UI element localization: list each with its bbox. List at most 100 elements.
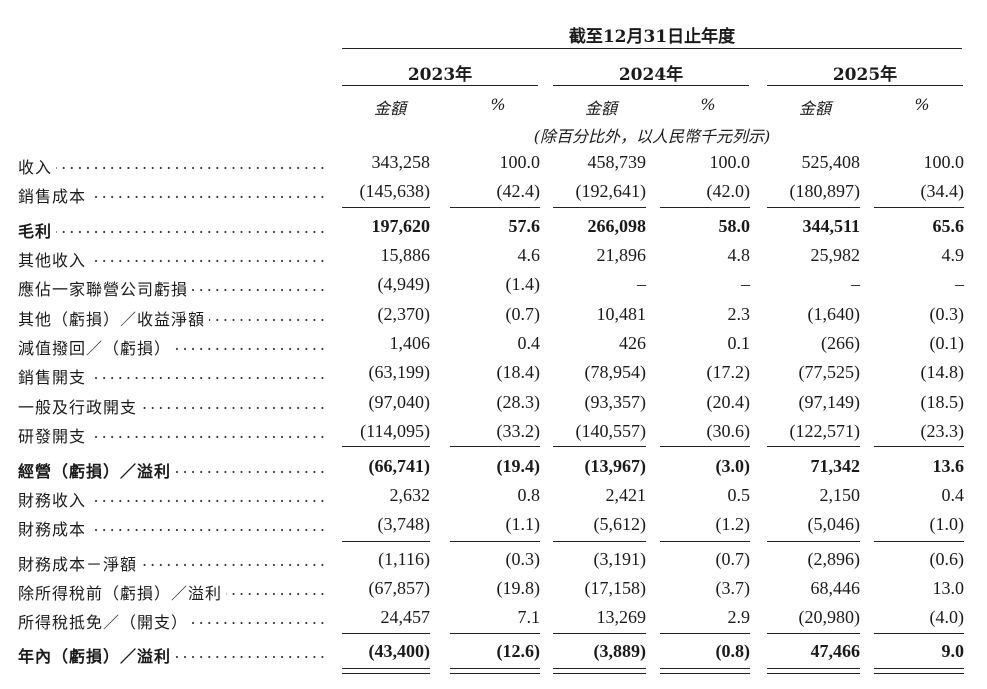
row-value: 4.9 <box>941 245 965 265</box>
row-value: (30.6) <box>706 421 751 441</box>
subtotal-rule <box>553 541 646 542</box>
row-label: 財務成本－淨額 <box>18 551 142 575</box>
row-value: 100.0 <box>709 152 751 172</box>
subtotal-rule <box>660 446 750 447</box>
row-value: (13,967) <box>584 456 647 476</box>
row-value: (4.0) <box>929 607 965 627</box>
row-value: (67,857) <box>368 578 431 598</box>
leader-dots: ........................................… <box>18 154 328 173</box>
row-value: 0.5 <box>727 485 751 505</box>
pct-label-2025: % <box>914 95 930 114</box>
subtotal-rule <box>660 633 750 634</box>
row-label: 財務成本 <box>18 516 91 540</box>
row-value: (5,046) <box>807 514 861 534</box>
year-header-2025: 2025年 <box>832 65 898 85</box>
row-value: 2.9 <box>727 607 751 627</box>
row-value: (19.8) <box>496 578 541 598</box>
row-value: (192,641) <box>575 181 647 201</box>
subtotal-rule <box>874 633 964 634</box>
row-value: (3.0) <box>715 456 751 476</box>
row-value: (93,357) <box>584 392 647 412</box>
year-header-2023: 2023年 <box>407 65 473 85</box>
subtotal-rule <box>660 207 750 208</box>
row-value: (3.7) <box>715 578 751 598</box>
pct-label-2024: % <box>700 95 716 114</box>
row-value: 10,481 <box>596 304 647 324</box>
row-value: (1.0) <box>929 514 965 534</box>
row-value: (97,149) <box>798 392 861 412</box>
row-value: (180,897) <box>789 181 861 201</box>
total-double-rule <box>660 668 750 674</box>
row-value: (78,954) <box>584 362 647 382</box>
row-value: 2,150 <box>819 485 861 505</box>
row-label: 銷售開支 <box>18 364 91 388</box>
row-value: 13.6 <box>932 456 965 476</box>
row-value: 458,739 <box>587 152 647 172</box>
header-rule <box>342 48 962 49</box>
row-value: (43,400) <box>368 641 431 661</box>
row-value: 266,098 <box>587 216 647 236</box>
row-value: 13.0 <box>932 578 965 598</box>
row-value: (33.2) <box>496 421 541 441</box>
row-value: (5,612) <box>593 514 647 534</box>
row-label: 經營（虧損）／溢利 <box>18 458 176 482</box>
subtotal-rule <box>342 207 430 208</box>
row-value: (63,199) <box>368 362 431 382</box>
row-value: 197,620 <box>371 216 431 236</box>
row-label: 財務收入 <box>18 487 91 511</box>
row-label: 毛利 <box>18 218 57 242</box>
subtotal-rule <box>767 633 860 634</box>
subtotal-rule <box>874 207 964 208</box>
row-value: (20.4) <box>706 392 751 412</box>
row-value: 2,632 <box>389 485 431 505</box>
leader-dots: ........................................… <box>18 364 328 383</box>
subtotal-rule <box>553 633 646 634</box>
subtotal-rule <box>450 633 540 634</box>
row-value: (3,889) <box>593 641 647 661</box>
row-value: 24,457 <box>380 607 431 627</box>
subtotal-rule <box>874 446 964 447</box>
row-value: 58.0 <box>718 216 751 236</box>
row-value: 71,342 <box>810 456 861 476</box>
pct-label-2023: % <box>490 95 506 114</box>
row-value: (122,571) <box>789 421 861 441</box>
row-label: 研發開支 <box>18 423 91 447</box>
year-rule-2025 <box>767 85 963 86</box>
row-value: (3,748) <box>377 514 431 534</box>
row-value: (0.7) <box>505 304 541 324</box>
row-value: (1.4) <box>505 274 541 294</box>
row-value: 57.6 <box>508 216 541 236</box>
row-value: (18.5) <box>920 392 965 412</box>
row-value: (28.3) <box>496 392 541 412</box>
subtotal-rule <box>767 541 860 542</box>
leader-dots: ........................................… <box>18 516 328 535</box>
row-value: (0.8) <box>715 641 751 661</box>
row-value: (0.1) <box>929 333 965 353</box>
row-value: (14.8) <box>920 362 965 382</box>
row-value: 2,421 <box>605 485 647 505</box>
row-value: 2.3 <box>727 304 751 324</box>
row-value: 9.0 <box>941 641 965 661</box>
row-value: – <box>851 274 860 294</box>
subtotal-rule <box>450 446 540 447</box>
row-value: (34.4) <box>920 181 965 201</box>
row-value: (2,370) <box>377 304 431 324</box>
subtotal-rule <box>660 541 750 542</box>
subtotal-rule <box>767 446 860 447</box>
leader-dots: ........................................… <box>18 218 328 237</box>
row-value: (17.2) <box>706 362 751 382</box>
row-value: 0.1 <box>727 333 751 353</box>
period-header: 截至12月31日止年度 <box>568 27 736 47</box>
amount-label-2024: 金額 <box>584 99 617 118</box>
row-value: 7.1 <box>517 607 541 627</box>
row-value: (12.6) <box>496 641 541 661</box>
total-double-rule <box>767 668 860 674</box>
row-value: (266) <box>821 333 860 353</box>
row-value: 25,982 <box>810 245 861 265</box>
leader-dots: ........................................… <box>18 183 328 202</box>
row-value: (19.4) <box>496 456 541 476</box>
year-rule-2024 <box>553 85 749 86</box>
row-value: 4.6 <box>517 245 541 265</box>
row-value: (3,191) <box>593 549 647 569</box>
subtotal-rule <box>553 446 646 447</box>
